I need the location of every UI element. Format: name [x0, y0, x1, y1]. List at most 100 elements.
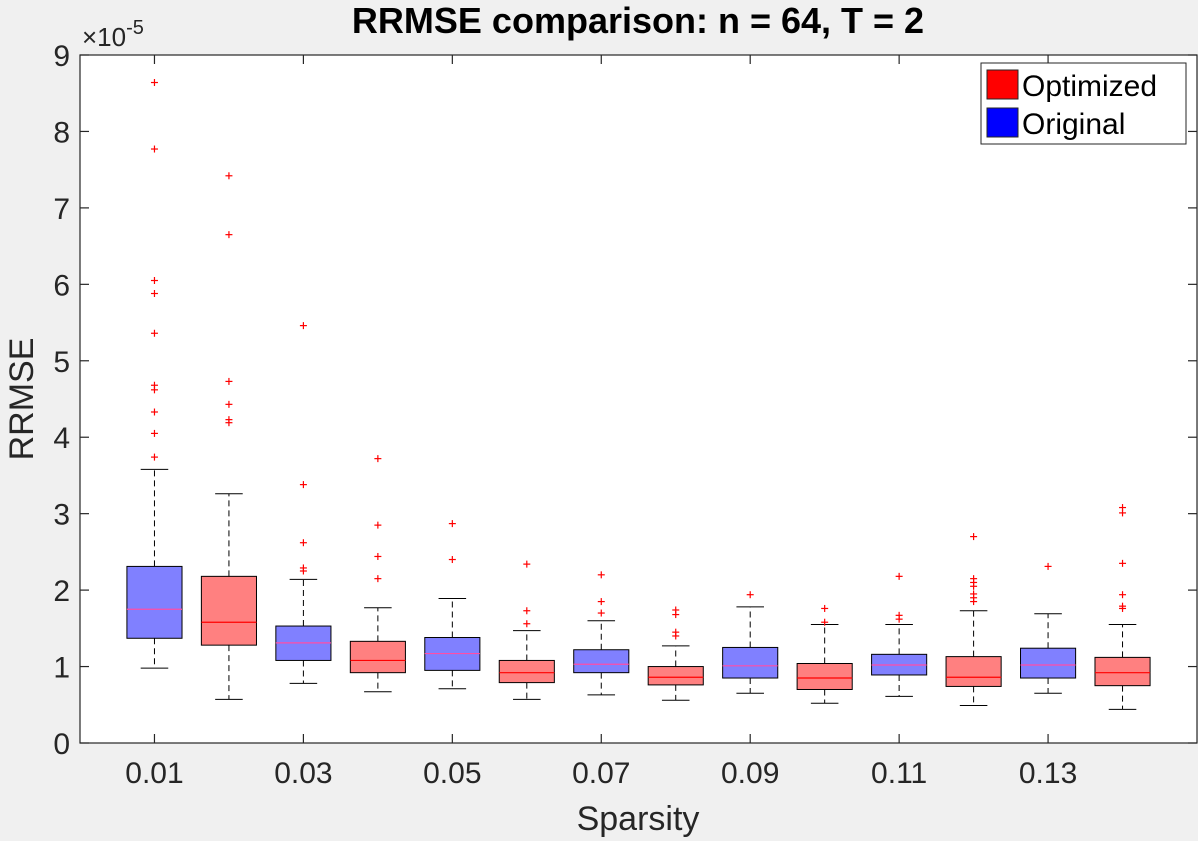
iqr-box [1094, 656, 1151, 687]
box-optimized-0.08 [647, 606, 704, 701]
iqr-box [722, 646, 779, 679]
iqr-box [647, 666, 704, 686]
y-tick-label: 2 [53, 575, 70, 608]
iqr-box [1020, 647, 1077, 679]
outlier-marker [299, 564, 307, 572]
x-tick-label: 0.07 [572, 757, 630, 790]
y-tick-label: 0 [53, 728, 70, 761]
x-tick-label: 0.05 [423, 757, 481, 790]
y-tick-label: 8 [53, 116, 70, 149]
outlier-marker [448, 556, 456, 564]
iqr-box [796, 662, 853, 690]
box-original-0.11 [871, 572, 928, 697]
box-optimized-0.04 [349, 455, 406, 693]
x-tick-label: 0.09 [721, 757, 779, 790]
iqr-box [200, 575, 257, 646]
outlier-marker [970, 533, 978, 541]
outlier-marker [374, 455, 382, 463]
legend-swatch-original [986, 107, 1019, 138]
outlier-marker [597, 598, 605, 606]
outlier-marker [1119, 591, 1127, 599]
outlier-marker [597, 571, 605, 579]
box-optimized-0.1 [796, 604, 853, 704]
iqr-box [349, 640, 406, 674]
outlier-marker [746, 591, 754, 599]
outlier-marker [150, 145, 158, 153]
box-original-0.07 [573, 571, 630, 696]
outlier-marker [225, 172, 233, 180]
x-axis: 0.01 0.03 0.05 0.07 0.09 0.11 0.13 [125, 55, 1077, 790]
outlier-marker [970, 575, 978, 583]
outlier-marker [821, 618, 829, 626]
iqr-box [945, 656, 1002, 687]
box-original-0.09 [722, 591, 779, 694]
boxes-layer [126, 79, 1151, 710]
box-optimized-0.02 [200, 172, 257, 700]
outlier-marker [672, 628, 680, 636]
outlier-marker [150, 429, 158, 437]
outlier-marker [523, 607, 531, 615]
outlier-marker [150, 329, 158, 337]
y-axis-label: RRMSE [3, 338, 41, 461]
outlier-marker [374, 521, 382, 529]
y-tick-label: 5 [53, 346, 70, 379]
outlier-marker [672, 606, 680, 614]
outlier-marker [299, 322, 307, 330]
legend-label-original: Original [1022, 108, 1125, 141]
outlier-marker [150, 79, 158, 87]
box-optimized-0.12 [945, 533, 1002, 707]
outlier-marker [895, 572, 903, 580]
x-tick-label: 0.13 [1019, 757, 1077, 790]
iqr-box [573, 649, 630, 674]
outlier-marker [225, 231, 233, 239]
x-tick-label: 0.11 [871, 757, 927, 790]
y-tick-label: 9 [53, 40, 70, 73]
box-original-0.13 [1020, 562, 1077, 694]
legend: Optimized Original [980, 62, 1187, 145]
y-tick-label: 1 [53, 652, 70, 685]
outlier-marker [150, 408, 158, 416]
y-tick-label: 6 [53, 269, 70, 302]
outlier-marker [299, 481, 307, 489]
chart-title: RRMSE comparison: n = 64, T = 2 [352, 0, 924, 41]
x-tick-label: 0.01 [125, 757, 183, 790]
box-optimized-0.14 [1094, 504, 1151, 710]
outlier-marker [150, 290, 158, 298]
outlier-marker [448, 520, 456, 528]
outlier-marker [225, 400, 233, 408]
outlier-marker [821, 604, 829, 612]
y-tick-label: 7 [53, 193, 70, 226]
y-multiplier: ×10-5 [82, 17, 144, 52]
iqr-box [126, 565, 183, 639]
outlier-marker [374, 552, 382, 560]
outlier-marker [150, 381, 158, 389]
plot-area [80, 55, 1197, 743]
y-axis: 0 1 2 3 4 5 6 7 8 9 [53, 40, 1197, 761]
outlier-marker [523, 560, 531, 568]
outlier-marker [597, 609, 605, 617]
outlier-marker [150, 277, 158, 285]
box-original-0.03 [275, 322, 332, 684]
x-axis-label: Sparsity [577, 800, 700, 838]
y-tick-label: 4 [53, 422, 70, 455]
outlier-marker [895, 611, 903, 619]
outlier-marker [150, 453, 158, 461]
legend-label-optimized: Optimized [1022, 70, 1157, 103]
outlier-marker [970, 590, 978, 598]
legend-swatch-optimized [986, 69, 1019, 100]
box-optimized-0.06 [498, 560, 555, 700]
outlier-marker [1119, 602, 1127, 610]
iqr-box [498, 659, 555, 684]
outlier-marker [1119, 504, 1127, 512]
y-tick-label: 3 [53, 499, 70, 532]
box-original-0.05 [424, 520, 481, 690]
outlier-marker [523, 620, 531, 628]
x-tick-label: 0.03 [274, 757, 332, 790]
outlier-marker [374, 575, 382, 583]
outlier-marker [225, 377, 233, 385]
outlier-marker [225, 416, 233, 424]
box-original-0.01 [126, 79, 183, 669]
outlier-marker [1119, 559, 1127, 567]
outlier-marker [299, 539, 307, 547]
